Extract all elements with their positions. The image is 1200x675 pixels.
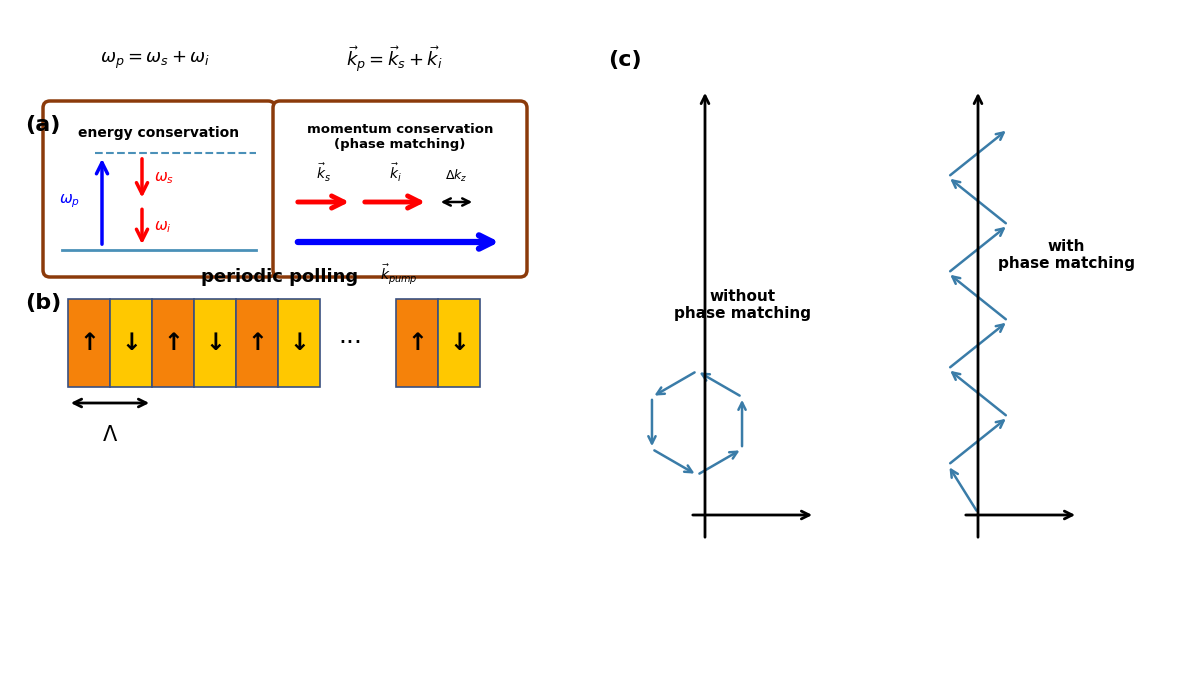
Bar [278,299,320,387]
Text: ↓: ↓ [449,331,469,355]
FancyBboxPatch shape [43,101,275,277]
Text: $\omega_p = \omega_s + \omega_i$: $\omega_p = \omega_s + \omega_i$ [100,49,210,71]
Text: $\vec{k}_i$: $\vec{k}_i$ [389,162,402,184]
Text: periodic polling: periodic polling [202,268,359,286]
Bar [110,299,152,387]
Bar [68,299,110,387]
Text: ↓: ↓ [121,331,140,355]
Text: ···: ··· [338,331,362,355]
Text: $\vec{k}_p = \vec{k}_s + \vec{k}_i$: $\vec{k}_p = \vec{k}_s + \vec{k}_i$ [347,45,444,75]
Text: $\Delta k_z$: $\Delta k_z$ [445,168,468,184]
Bar [194,299,236,387]
Bar [438,299,480,387]
Text: ↑: ↑ [79,331,98,355]
Text: ↑: ↑ [247,331,266,355]
Text: (a): (a) [25,115,60,135]
Text: ↑: ↑ [163,331,182,355]
Bar [236,299,278,387]
Text: $\Lambda$: $\Lambda$ [102,425,118,445]
Text: $\omega_i$: $\omega_i$ [154,219,172,235]
Text: energy conservation: energy conservation [78,126,240,140]
Text: $\omega_s$: $\omega_s$ [154,170,174,186]
Bar [396,299,438,387]
Text: momentum conservation
(phase matching): momentum conservation (phase matching) [307,123,493,151]
Text: $\omega_p$: $\omega_p$ [59,192,80,211]
Text: ↓: ↓ [289,331,308,355]
Bar [152,299,194,387]
Text: $\vec{k}_{pump}$: $\vec{k}_{pump}$ [379,262,418,286]
Text: ↓: ↓ [205,331,224,355]
Text: $\vec{k}_s$: $\vec{k}_s$ [316,162,331,184]
Text: without
phase matching: without phase matching [674,289,811,321]
Text: ↑: ↑ [407,331,427,355]
Text: with
phase matching: with phase matching [997,239,1134,271]
Text: (b): (b) [25,293,61,313]
Text: (c): (c) [608,50,642,70]
FancyBboxPatch shape [274,101,527,277]
